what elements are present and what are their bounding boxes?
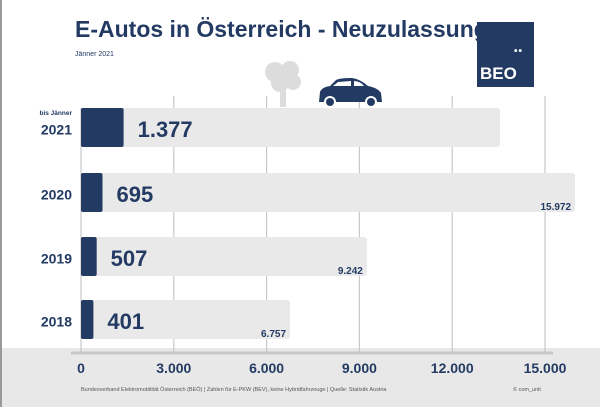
frame-border — [0, 0, 2, 407]
bar — [81, 108, 124, 147]
x-tick-label: 3.000 — [156, 360, 191, 376]
category-label: 2021 — [41, 122, 72, 138]
x-tick-label: 0 — [77, 360, 85, 376]
copyright: © com_unit — [513, 387, 541, 393]
tree-icon — [265, 61, 301, 107]
value-label: 695 — [116, 182, 153, 207]
value-label: 401 — [107, 309, 144, 334]
bar — [81, 173, 103, 212]
bar — [81, 300, 94, 339]
total-label: 15.972 — [540, 202, 571, 213]
total-bar — [81, 173, 576, 212]
footer-band — [2, 348, 600, 407]
value-label: 1.377 — [138, 117, 193, 142]
logo-text: BEO — [480, 64, 517, 83]
beo-logo: •• BEO — [477, 22, 534, 87]
value-label: 507 — [111, 246, 148, 271]
category-label: 2018 — [41, 314, 72, 330]
total-bar — [81, 237, 367, 276]
bar — [81, 237, 97, 276]
category-note: bis Jänner — [39, 110, 72, 117]
category-label: 2019 — [41, 251, 72, 267]
subtitle: Jänner 2021 — [75, 51, 114, 58]
total-label: 6.757 — [261, 329, 286, 340]
x-tick-label: 6.000 — [249, 360, 284, 376]
x-tick-label: 15.000 — [524, 360, 567, 376]
page-title: E-Autos in Österreich - Neuzulassungen — [75, 16, 515, 42]
x-tick-label: 12.000 — [431, 360, 474, 376]
category-label: 2020 — [41, 187, 72, 203]
car-icon — [319, 78, 382, 108]
total-label: 9.242 — [338, 266, 363, 277]
x-tick-label: 9.000 — [342, 360, 377, 376]
logo-dots: •• — [514, 46, 524, 57]
total-bar — [81, 300, 291, 339]
source-note: Bundesverband Elektromobilität Österreic… — [81, 387, 387, 393]
total-bar — [81, 108, 500, 147]
